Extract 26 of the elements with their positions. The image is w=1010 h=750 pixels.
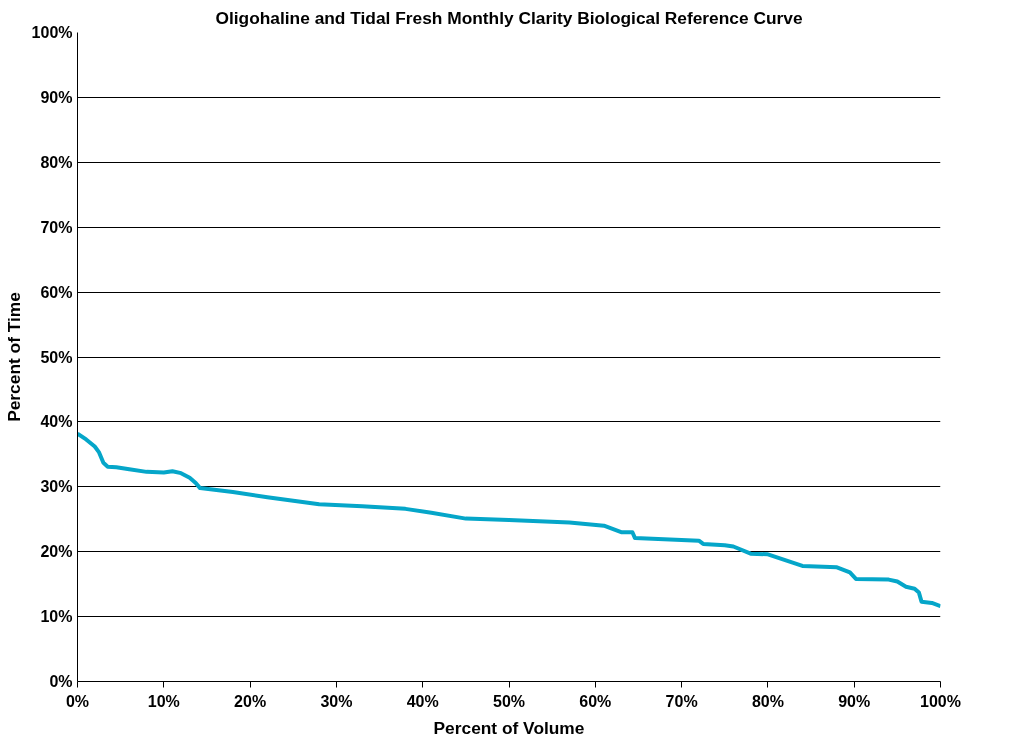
y-tick-label: 20% xyxy=(40,543,73,561)
line-series xyxy=(77,431,941,609)
y-tick-label: 100% xyxy=(31,24,73,41)
x-tick-label: 30% xyxy=(320,692,353,710)
y-tick-label: 50% xyxy=(40,348,73,366)
y-tick-label: 40% xyxy=(40,413,73,431)
y-tick-label: 70% xyxy=(40,218,73,236)
x-tick-label: 80% xyxy=(751,692,784,710)
x-tick-label: 70% xyxy=(665,692,698,710)
y-tick-label: 80% xyxy=(40,153,73,171)
x-tick-label: 10% xyxy=(147,692,180,710)
y-tick-label: 0% xyxy=(49,673,73,690)
x-tick-label: 40% xyxy=(406,692,439,710)
y-axis-title: Percent of Time xyxy=(3,291,24,422)
x-tick-label: 0% xyxy=(65,692,90,710)
x-tick-label: 90% xyxy=(838,692,871,710)
x-axis-title: Percent of Volume xyxy=(433,717,585,738)
x-tick-label: 20% xyxy=(234,692,267,710)
x-tick-label: 50% xyxy=(492,692,526,710)
x-tick-label: 60% xyxy=(579,692,612,710)
y-tick-label: 90% xyxy=(40,88,73,106)
y-tick-label: 30% xyxy=(40,478,73,496)
x-tick-label: 100% xyxy=(920,692,961,710)
y-tick-label: 60% xyxy=(40,283,73,301)
y-tick-label: 10% xyxy=(40,608,73,626)
chart-title: Oligohaline and Tidal Fresh Monthly Clarity Biological Reference Curve xyxy=(215,7,803,28)
